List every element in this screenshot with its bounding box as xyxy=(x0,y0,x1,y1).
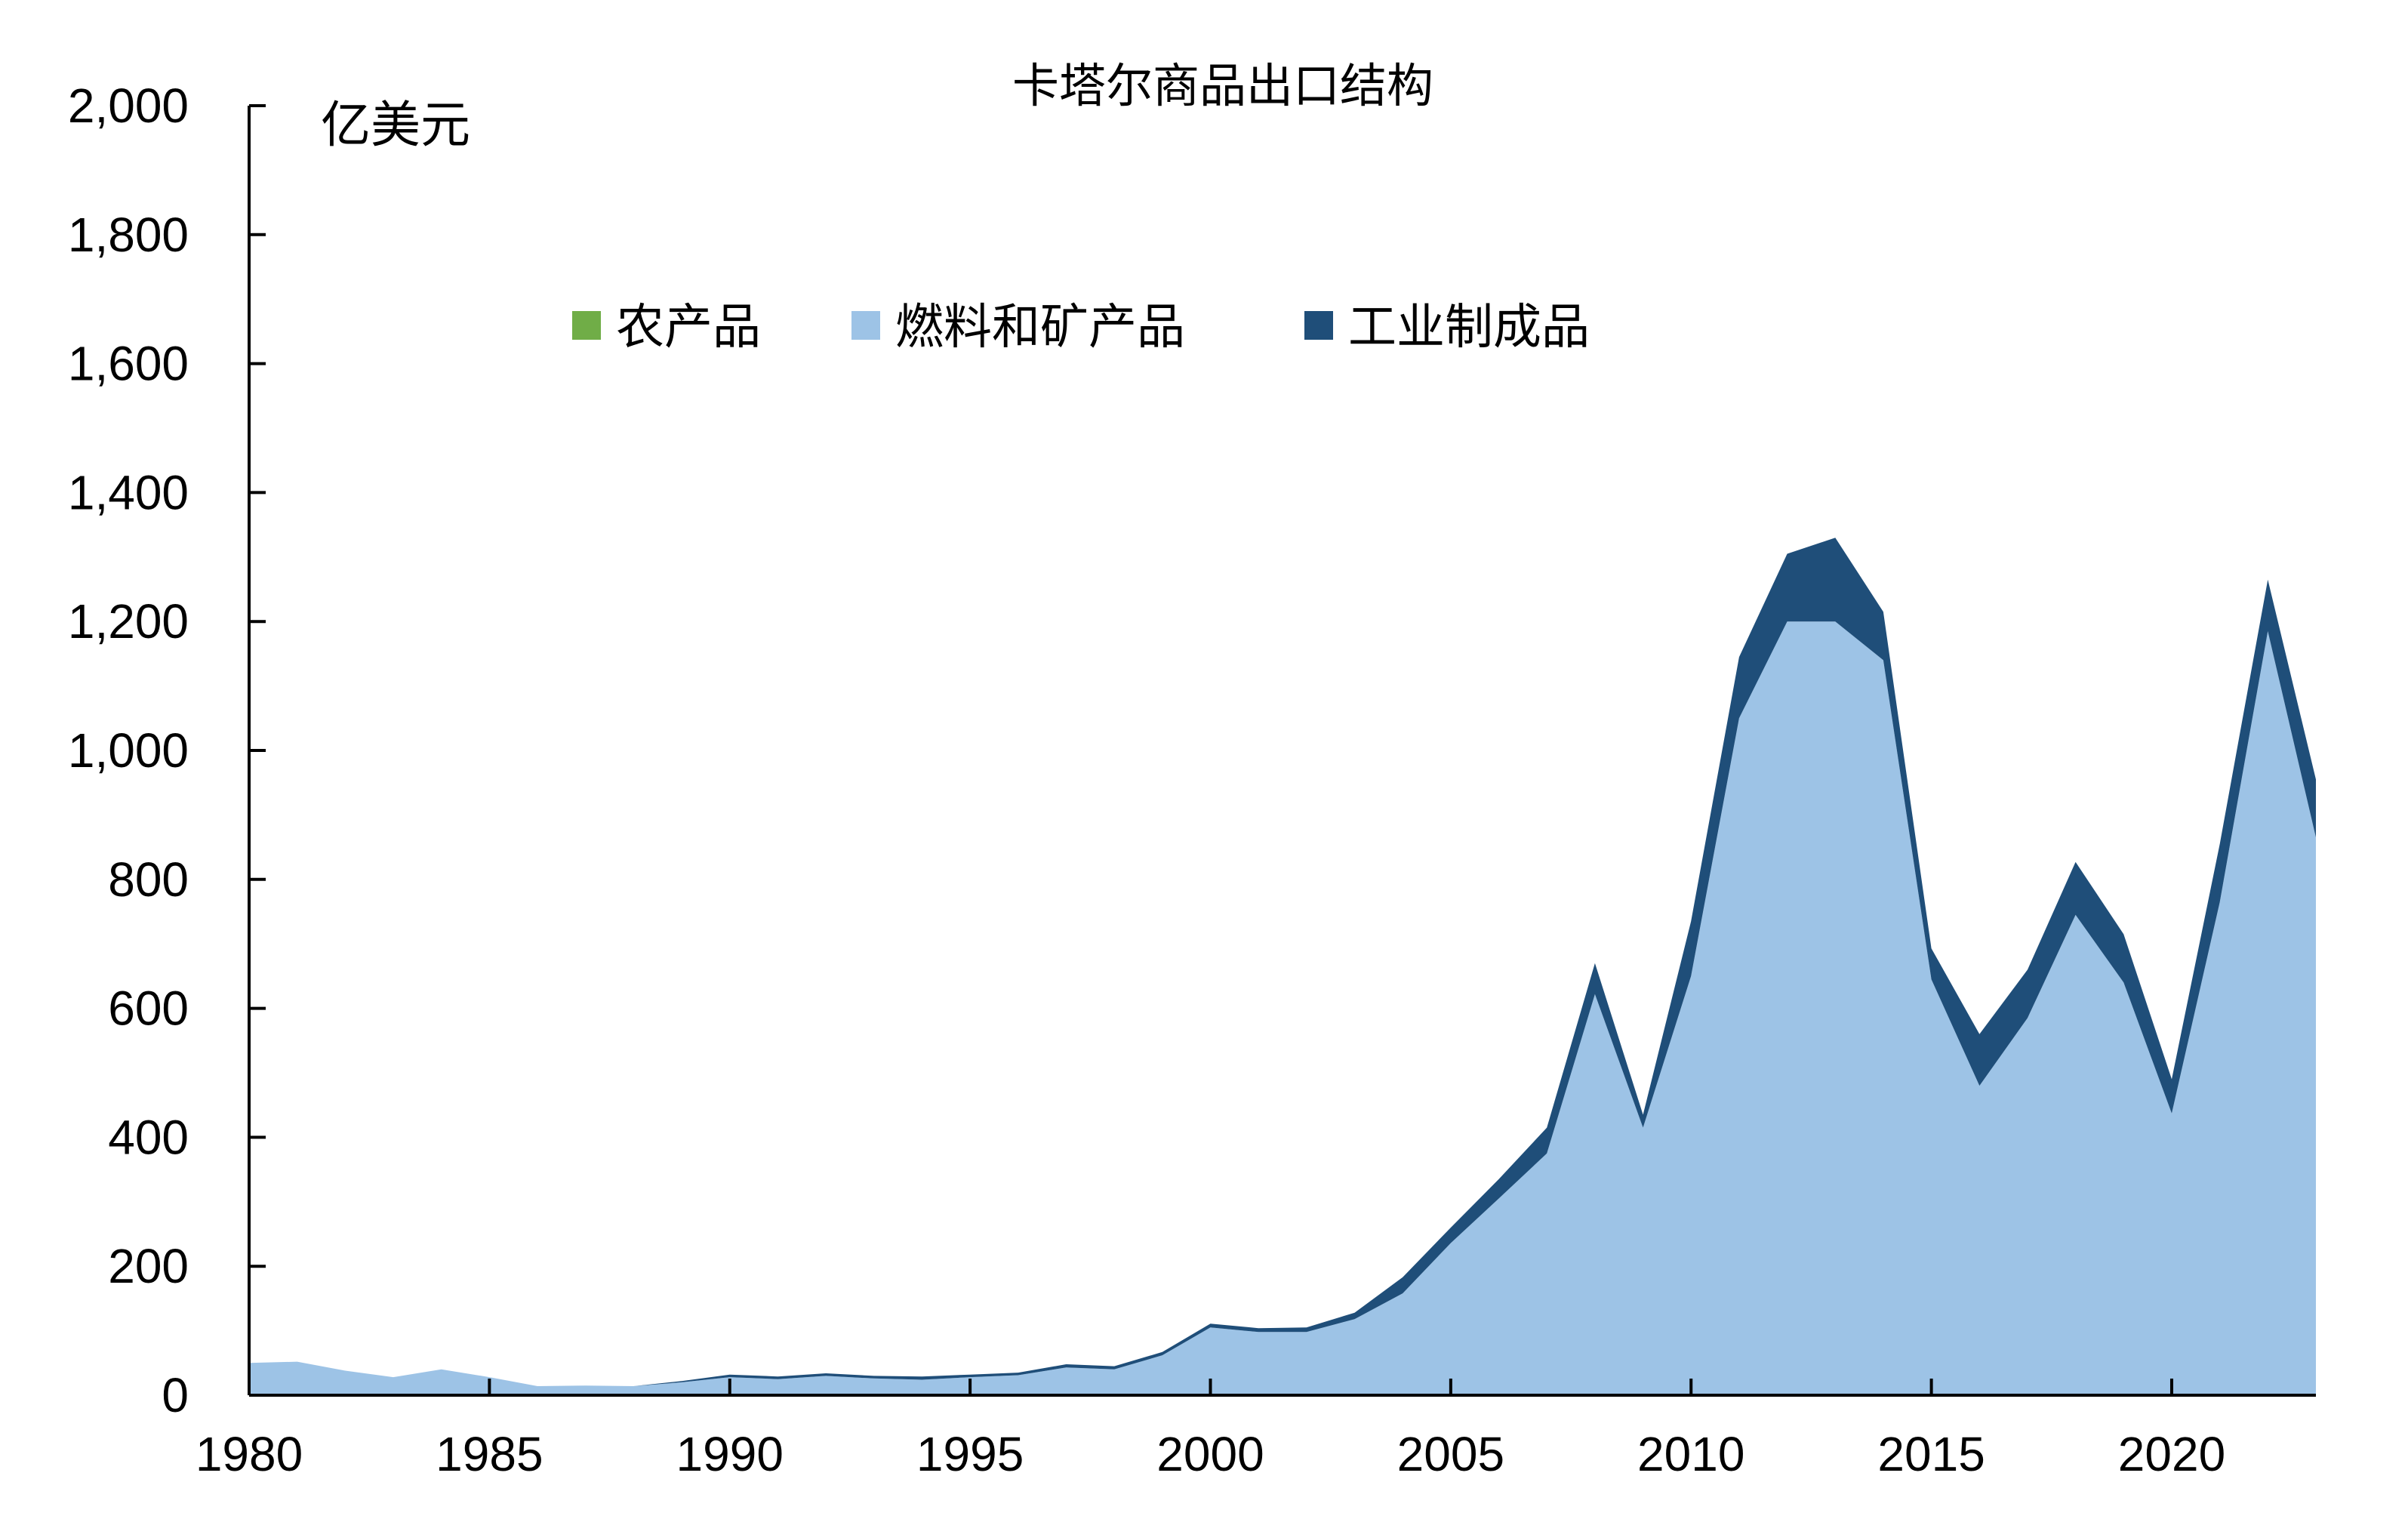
y-tick-label: 800 xyxy=(108,852,189,907)
y-tick-label: 1,800 xyxy=(68,208,189,262)
y-tick-label: 200 xyxy=(108,1239,189,1293)
x-tick-label: 1990 xyxy=(676,1427,784,1481)
y-axis-unit-label: 亿美元 xyxy=(321,96,470,154)
y-tick-label: 2,000 xyxy=(68,79,189,133)
y-tick-label: 600 xyxy=(108,981,189,1036)
legend: 农产品 燃料和矿产品 工业制成品 xyxy=(572,300,1590,356)
x-tick-label: 2005 xyxy=(1397,1427,1504,1481)
y-tick-label: 0 xyxy=(162,1368,189,1422)
legend-label: 农产品 xyxy=(616,300,761,356)
y-tick-label: 1,200 xyxy=(68,594,189,649)
chart-title: 卡塔尔商品出口结构 xyxy=(1012,58,1433,113)
legend-swatch xyxy=(1304,311,1333,340)
x-tick-label: 2020 xyxy=(2118,1427,2225,1481)
legend-label: 工业制成品 xyxy=(1348,300,1590,356)
y-tick-label: 1,400 xyxy=(68,465,189,519)
chart-areas xyxy=(249,538,2316,1396)
x-tick-label: 2015 xyxy=(1877,1427,1985,1481)
x-tick-label: 1985 xyxy=(436,1427,543,1481)
chart-ticks: 0 200 400 600 800 1,000 1,200 1,400 1,600 1,800 2,… xyxy=(68,79,2225,1481)
y-tick-label: 1,000 xyxy=(68,723,189,778)
legend-swatch xyxy=(572,311,601,340)
y-tick-label: 1,600 xyxy=(68,337,189,391)
legend-swatch xyxy=(851,311,880,340)
x-tick-label: 2000 xyxy=(1156,1427,1264,1481)
y-tick-label: 400 xyxy=(108,1110,189,1164)
x-tick-label: 1980 xyxy=(196,1427,303,1481)
x-tick-label: 1995 xyxy=(916,1427,1024,1481)
x-tick-label: 2010 xyxy=(1637,1427,1744,1481)
legend-label: 燃料和矿产品 xyxy=(895,300,1185,356)
area-series-2 xyxy=(249,621,2316,1396)
